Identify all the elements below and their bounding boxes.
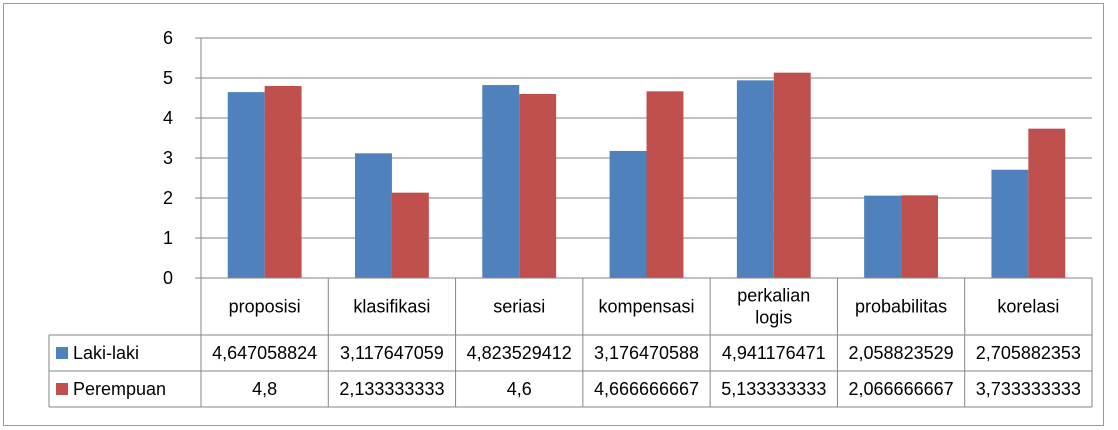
data-table-value: 2,705882353 (976, 343, 1081, 363)
bar-perempuan (519, 94, 556, 278)
bar-laki-laki (228, 92, 265, 278)
y-tick-label: 5 (163, 68, 173, 88)
bar-laki-laki (610, 151, 647, 278)
category-label: perkalian (737, 286, 810, 306)
category-label: korelasi (997, 297, 1059, 317)
data-table-value: 3,176470588 (594, 343, 699, 363)
category-label: probabilitas (855, 297, 947, 317)
y-tick-label: 4 (163, 108, 173, 128)
legend-label: Perempuan (73, 379, 166, 399)
category-label: proposisi (229, 297, 301, 317)
bar-perempuan (901, 195, 938, 278)
bar-laki-laki (355, 153, 392, 278)
y-tick-label: 6 (163, 28, 173, 48)
bars (228, 73, 1066, 278)
data-table-value: 2,133333333 (339, 379, 444, 399)
category-label: seriasi (493, 297, 545, 317)
data-table-value: 4,8 (252, 379, 277, 399)
bar-perempuan (265, 86, 302, 278)
bar-laki-laki (737, 80, 774, 278)
bar-perempuan (1028, 129, 1065, 278)
legend-key (56, 347, 68, 359)
data-table-value: 2,066666667 (849, 379, 954, 399)
y-tick-label: 1 (163, 228, 173, 248)
category-label: kompensasi (598, 297, 694, 317)
bar-chart: 0 1 2 3 4 5 6 proposisi klasifikasi seriasi kompe… (4, 4, 1105, 427)
legend-label: Laki-laki (73, 343, 139, 363)
bar-perempuan (392, 193, 429, 278)
y-tick-label: 3 (163, 148, 173, 168)
data-table-value: 3,117647059 (340, 343, 444, 363)
bar-laki-laki (864, 196, 901, 278)
data-table-value: 4,6 (507, 379, 532, 399)
bar-perempuan (774, 73, 811, 278)
data-table: proposisi klasifikasi seriasi kompensasi per… (49, 278, 1092, 407)
data-table-value: 4,823529412 (467, 343, 572, 363)
category-label: logis (755, 308, 792, 328)
data-table-value: 4,666666667 (594, 379, 699, 399)
y-tick-label: 0 (163, 268, 173, 288)
bar-laki-laki (991, 170, 1028, 278)
data-table-value: 4,647058824 (212, 343, 317, 363)
y-tick-label: 2 (163, 188, 173, 208)
data-table-value: 4,941176471 (722, 343, 826, 363)
data-table-value: 3,733333333 (976, 379, 1081, 399)
bar-laki-laki (482, 85, 519, 278)
data-table-value: 2,058823529 (849, 343, 954, 363)
bar-perempuan (647, 91, 684, 278)
data-table-value: 5,133333333 (721, 379, 826, 399)
legend-key (56, 383, 68, 395)
chart-frame: 0 1 2 3 4 5 6 proposisi klasifikasi seriasi kompe… (3, 3, 1104, 426)
category-label: klasifikasi (353, 297, 430, 317)
